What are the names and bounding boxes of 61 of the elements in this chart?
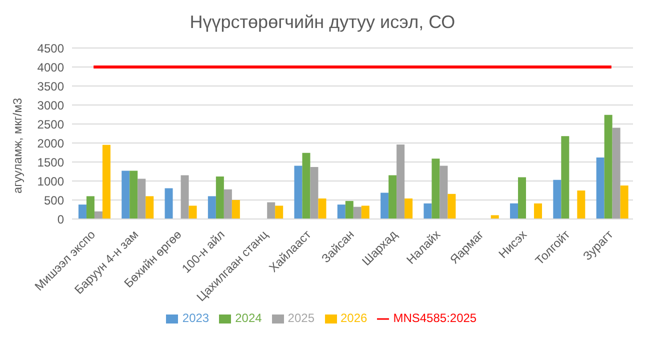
- bar: [224, 189, 232, 219]
- bar: [404, 198, 413, 219]
- y-tick-label: 4000: [37, 60, 64, 74]
- bar: [86, 196, 94, 219]
- bar: [440, 166, 448, 219]
- bar: [396, 144, 405, 219]
- bar: [432, 158, 440, 219]
- bar: [388, 175, 397, 219]
- y-tick-label: 2000: [37, 136, 64, 150]
- bar: [577, 190, 586, 219]
- bar: [122, 170, 130, 219]
- bar: [302, 152, 310, 219]
- bar: [345, 200, 354, 219]
- bar: [448, 194, 456, 219]
- chart-title: Нүүрстөрөгчийн дутуу исэл, СО: [188, 12, 456, 33]
- y-tick-label: 1000: [37, 174, 64, 188]
- bar: [534, 203, 542, 219]
- legend-label: MNS4585:2025: [393, 311, 477, 325]
- bar: [318, 198, 326, 219]
- y-tick-label: 500: [44, 193, 64, 208]
- legend-label: 2024: [235, 311, 262, 325]
- y-tick-label: 1500: [37, 155, 64, 170]
- bar: [294, 166, 302, 219]
- bar: [424, 203, 432, 219]
- bar: [102, 144, 110, 219]
- bar: [337, 204, 346, 219]
- y-tick-label: 2500: [37, 117, 64, 132]
- bar: [620, 186, 628, 219]
- bar: [164, 188, 173, 219]
- bar: [518, 177, 526, 219]
- bar: [596, 157, 604, 219]
- bar: [188, 206, 197, 219]
- bar: [78, 204, 86, 219]
- y-tick-label: 0: [57, 212, 64, 226]
- y-tick-label: 3500: [37, 79, 64, 94]
- legend-label: 2026: [340, 311, 368, 325]
- bar: [490, 215, 499, 219]
- bar: [604, 114, 612, 219]
- bar: [216, 176, 224, 219]
- y-axis-title: агууламж, мкг/м3: [10, 98, 24, 194]
- bar: [380, 192, 389, 219]
- bar: [561, 136, 570, 219]
- bar: [146, 196, 154, 219]
- bar: [361, 206, 370, 219]
- bar: [275, 206, 284, 219]
- legend-label: 2025: [288, 311, 314, 325]
- bar: [138, 178, 146, 219]
- bar: [612, 128, 620, 219]
- bar: [180, 175, 189, 219]
- y-tick-label: 3000: [37, 98, 64, 112]
- bar: [353, 206, 362, 219]
- bar: [553, 180, 562, 219]
- bar: [94, 211, 102, 219]
- bar: [232, 200, 240, 219]
- y-tick-label: 4500: [37, 41, 64, 56]
- bar: [267, 202, 276, 219]
- bar: [310, 166, 318, 219]
- bar: [510, 203, 518, 219]
- bar: [208, 196, 216, 219]
- legend-label: 2023: [182, 311, 210, 325]
- bar: [130, 170, 138, 219]
